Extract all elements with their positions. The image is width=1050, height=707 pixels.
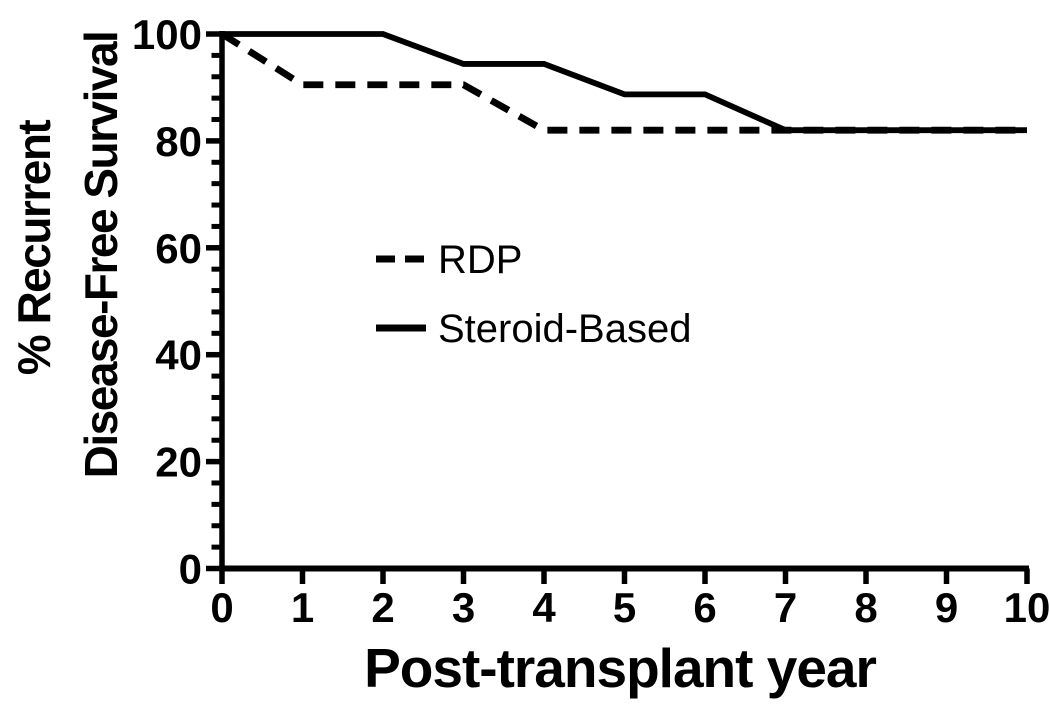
y-tick-label: 40 — [155, 332, 202, 379]
x-tick-label: 3 — [452, 584, 475, 631]
legend: RDP Steroid-Based — [376, 238, 691, 351]
legend-label-steroid-based: Steroid-Based — [438, 307, 691, 351]
y-tick-label: 0 — [179, 546, 202, 593]
y-tick-label: 20 — [155, 439, 202, 486]
axes-layer: 0 20 40 60 80 100 0 1 2 3 4 5 6 7 8 9 10 — [132, 11, 1050, 631]
x-tick-label: 5 — [613, 584, 636, 631]
y-tick-label: 60 — [155, 225, 202, 272]
x-tick-label: 6 — [693, 584, 716, 631]
y-tick-label: 80 — [155, 118, 202, 165]
x-tick-label: 2 — [371, 584, 394, 631]
series-rdp-line — [220, 31, 1027, 134]
x-tick-label: 1 — [291, 584, 314, 631]
y-tick-label: 100 — [132, 11, 202, 58]
x-tick-label: 0 — [210, 584, 233, 631]
x-tick-label: 7 — [774, 584, 797, 631]
series-steroid-based-line — [222, 31, 1027, 134]
x-tick-label: 4 — [532, 584, 556, 631]
series-layer — [220, 31, 1027, 134]
y-axis-title-line2: Disease-Free Survival — [75, 32, 127, 479]
legend-label-rdp: RDP — [438, 238, 522, 282]
x-tick-label: 10 — [1004, 584, 1050, 631]
x-tick-label: 8 — [854, 584, 877, 631]
y-axis-title-line1: % Recurrent — [8, 120, 60, 376]
x-tick-label: 9 — [935, 584, 958, 631]
x-axis-title: Post-transplant year — [364, 637, 876, 699]
